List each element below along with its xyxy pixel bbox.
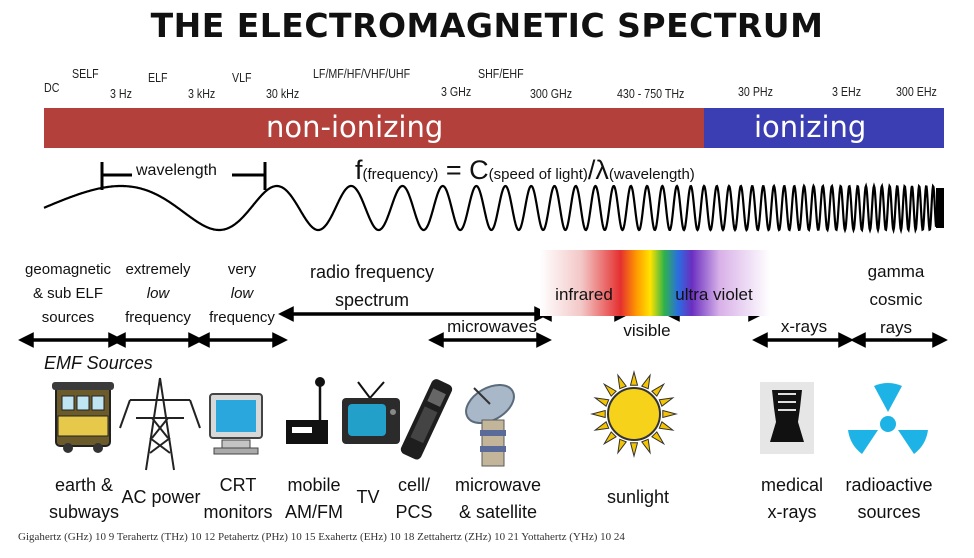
freq-label-vlf: VLF — [232, 70, 252, 85]
sun-ray — [629, 442, 639, 458]
sun-ray — [629, 370, 639, 386]
freq-label-3ghz: 3 GHz — [441, 84, 472, 99]
xray-icon — [760, 382, 814, 454]
formula-eq: = C — [438, 155, 489, 185]
category-radio: radio frequency spectrum — [309, 262, 435, 310]
non-ionizing-label: non-ionizing — [266, 110, 444, 144]
sun-ray — [617, 438, 627, 455]
category-infrared: infrared — [555, 285, 613, 304]
sun-ray — [651, 431, 666, 446]
ionizing-bar — [704, 108, 944, 148]
category-vlf: very low frequency — [209, 261, 275, 326]
category-elf: extremely low frequency — [125, 261, 191, 326]
category-xrays: x-rays — [780, 317, 828, 336]
source-ac-power: AC power — [121, 487, 201, 507]
category-ultraviolet: ultra violet — [675, 285, 753, 304]
freq-label-elf: ELF — [148, 70, 168, 85]
sun-ray — [662, 409, 678, 419]
source-radioactive: radioactive sources — [845, 475, 933, 522]
power-tower-icon — [119, 377, 201, 471]
source-mobile: mobile AM/FM — [285, 475, 343, 522]
freq-label-lf-band: LF/MF/HF/VHF/UHF — [313, 66, 411, 81]
freq-label-30phz: 30 PHz — [738, 84, 773, 99]
source-microwave: microwave & satellite — [454, 475, 542, 522]
crt-monitor-icon — [209, 393, 263, 455]
visible-spectrum-band — [540, 250, 770, 316]
sun-ray — [590, 409, 606, 419]
freq-label-self: SELF — [72, 66, 99, 81]
ionizing-label: ionizing — [754, 110, 867, 144]
formula-f: f — [355, 155, 363, 185]
cell-phone-icon — [400, 379, 453, 460]
source-medical: medical x-rays — [760, 475, 824, 522]
sun-ray — [641, 438, 651, 455]
sun-ray — [617, 373, 627, 390]
wave-formula: f(frequency) = C(speed of light)/λ(wavel… — [355, 155, 695, 186]
category-geomagnetic: geomagnetic & sub ELF sources — [25, 261, 111, 326]
source-sunlight: sunlight — [606, 487, 670, 507]
sun-ray — [602, 431, 617, 446]
category-microwaves: microwaves — [447, 317, 537, 336]
radio-icon — [286, 377, 328, 444]
freq-label-300ghz: 300 GHz — [530, 86, 573, 101]
non-ionizing-bar — [44, 108, 704, 148]
wave-end-block — [936, 188, 944, 228]
freq-label-shf-band: SHF/EHF — [478, 66, 524, 81]
wavelength-label: wavelength — [136, 162, 217, 179]
category-gamma: gamma cosmic rays — [867, 262, 925, 337]
footer-unit-scale: Gigahertz (GHz) 10 9 Terahertz (THz) 10 … — [18, 531, 625, 543]
sun-ray — [658, 421, 675, 431]
freq-label-30khz: 30 kHz — [266, 86, 300, 101]
freq-label-3hz: 3 Hz — [110, 86, 132, 101]
emf-sources-title: EMF Sources — [44, 353, 153, 373]
freq-label-3khz: 3 kHz — [188, 86, 216, 101]
formula-l-sub: (wavelength) — [608, 166, 695, 183]
source-earth: earth & subways — [48, 475, 120, 522]
sun-ray — [641, 373, 651, 390]
tv-icon — [342, 381, 400, 444]
source-tv: TV — [356, 487, 380, 507]
formula-slash: /λ — [587, 155, 609, 185]
freq-label-thz: 430 - 750 THz — [617, 86, 685, 101]
source-cell: cell/PCS — [395, 475, 433, 522]
wave-line — [43, 182, 938, 235]
source-crt: CRT monitors — [203, 475, 273, 522]
page-title: THE ELECTROMAGNETIC SPECTRUM — [150, 6, 824, 45]
sun-ray — [593, 397, 610, 407]
radiation-icon — [848, 383, 928, 454]
freq-label-3ehz: 3 EHz — [832, 84, 862, 99]
sun-ray — [658, 397, 675, 407]
sun-ray — [651, 382, 666, 397]
freq-label-dc: DC — [44, 80, 60, 95]
satellite-dish-icon — [465, 384, 515, 467]
category-visible: visible — [623, 321, 671, 340]
sun-icon — [590, 370, 678, 458]
freq-label-300ehz: 300 EHz — [896, 84, 937, 99]
formula-c-sub: (speed of light) — [488, 166, 588, 183]
formula-f-sub: (frequency) — [362, 166, 439, 183]
wavelength-bracket — [100, 162, 267, 190]
trolley-icon — [52, 382, 114, 453]
sun-ray — [593, 421, 610, 431]
sun-ray — [602, 382, 617, 397]
